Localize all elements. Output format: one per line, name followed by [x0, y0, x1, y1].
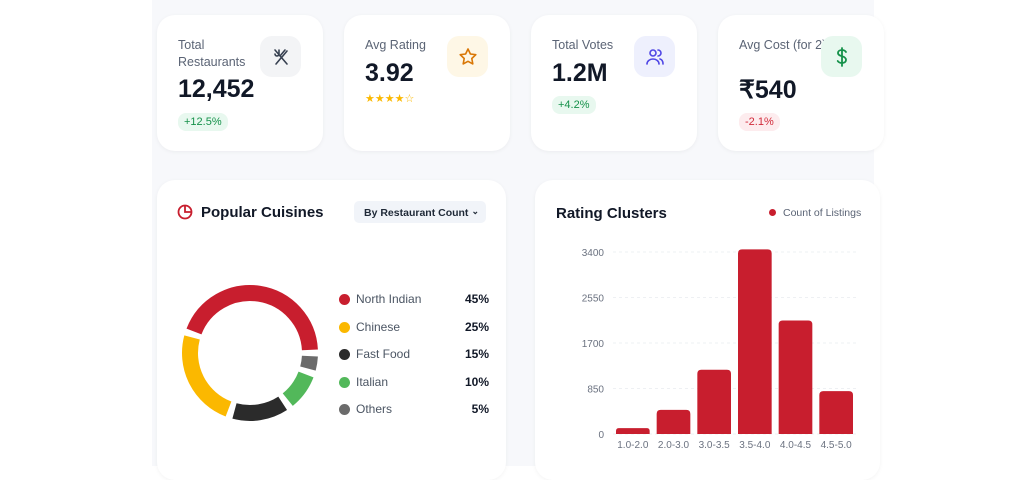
star-filled-icon: ★ [374, 93, 385, 105]
legend-name: North Indian [356, 292, 422, 306]
kpi-change-badge: -2.1% [739, 113, 780, 131]
kpi-label: Avg Cost (for 2) [739, 38, 827, 52]
pie-chart-icon [177, 204, 193, 220]
popular-cuisines-panel: Popular Cuisines By Restaurant Count ⌄ No… [157, 180, 506, 480]
kpi-change-badge: +4.2% [552, 96, 596, 114]
x-tick-label: 4.5-5.0 [821, 440, 853, 451]
legend-item: Fast Food 15% [339, 347, 489, 363]
x-tick-label: 4.0-4.5 [780, 440, 812, 451]
legend-name: Italian [356, 374, 389, 389]
utensils-crossed-icon [260, 36, 301, 77]
legend-percent: 45% [464, 292, 489, 306]
kpi-label: Total Restaurants [178, 38, 246, 69]
star-icon [447, 36, 488, 77]
x-tick-label: 2.0-3.0 [658, 440, 690, 451]
kpi-card: Avg Rating 3.92 ★★★★☆ [344, 15, 510, 151]
y-tick-label: 2550 [582, 294, 605, 305]
legend-item: Italian 10% [339, 375, 489, 391]
legend-item: Others 5% [339, 402, 489, 418]
kpi-label: Avg Rating [365, 38, 426, 52]
chart-legend: Count of Listings [769, 207, 861, 219]
cuisine-donut-chart [182, 285, 318, 421]
y-tick-label: 3400 [582, 248, 605, 259]
panel-title: Popular Cuisines [201, 204, 324, 221]
kpi-value: ₹540 [739, 76, 797, 104]
legend-label: Count of Listings [783, 207, 862, 219]
legend-dot [339, 321, 350, 333]
legend-name: Chinese [356, 319, 401, 334]
x-tick-label: 1.0-2.0 [617, 440, 649, 451]
donut-segment-north-indian[interactable] [186, 285, 318, 351]
legend-dot [769, 209, 776, 216]
dollar-icon [821, 36, 862, 77]
bar-3.5-4.0[interactable] [738, 249, 772, 434]
legend-percent: 25% [464, 319, 489, 334]
donut-segment-italian[interactable] [282, 371, 314, 406]
bar-2.0-3.0[interactable] [656, 409, 691, 434]
bar-4.0-4.5[interactable] [778, 320, 813, 434]
y-tick-label: 1700 [582, 339, 605, 350]
star-filled-icon: ★ [394, 93, 405, 105]
donut-segment-fast-food[interactable] [232, 396, 288, 421]
users-icon [634, 36, 675, 77]
bar-4.5-5.0[interactable] [819, 391, 853, 434]
y-tick-label: 850 [587, 385, 604, 396]
chevron-down-icon: ⌄ [471, 206, 479, 216]
chart-title: Rating Clusters [556, 205, 667, 222]
kpi-value: 3.92 [365, 59, 414, 87]
kpi-value: 12,452 [178, 75, 255, 103]
x-tick-label: 3.0-3.5 [699, 440, 731, 451]
bar-3.0-3.5[interactable] [697, 369, 731, 434]
legend-item: Chinese 25% [339, 320, 489, 336]
donut-segment-others[interactable] [300, 355, 318, 371]
donut-segment-chinese[interactable] [182, 335, 232, 417]
bar-1.0-2.0[interactable] [616, 428, 650, 434]
legend-name: Fast Food [356, 347, 411, 361]
star-empty-icon: ☆ [404, 93, 415, 105]
kpi-card: Avg Cost (for 2) ₹540 -2.1% [718, 15, 884, 151]
kpi-card: Total Restaurants 12,452 +12.5% [157, 15, 323, 151]
legend-dot [339, 376, 350, 388]
rating-clusters-panel: Rating Clusters Count of Listings 0 850 17… [535, 180, 880, 480]
legend-dot [339, 404, 350, 415]
dropdown-value: By Restaurant Count [364, 207, 469, 219]
legend-dot [339, 294, 350, 305]
legend-percent: 15% [464, 347, 489, 361]
kpi-card: Total Votes 1.2M +4.2% [531, 15, 697, 151]
x-tick-label: 3.5-4.0 [739, 440, 771, 451]
y-tick-label: 0 [598, 430, 604, 441]
star-rating: ★★★★☆ [365, 92, 414, 105]
legend-name: Others [356, 402, 393, 416]
legend-dot [339, 349, 350, 360]
kpi-change-badge: +12.5% [178, 113, 228, 131]
star-filled-icon: ★ [365, 93, 375, 105]
kpi-label: Total Votes [552, 38, 614, 52]
legend-item: North Indian 45% [339, 292, 489, 308]
kpi-value: 1.2M [552, 59, 608, 87]
rating-bar-chart: 0 850 1700 2550 3400 1.0-2.0 2.0-3.0 3.0-3.5 3.5… [582, 248, 857, 451]
legend-percent: 10% [464, 374, 489, 389]
metric-dropdown[interactable]: By Restaurant Count ⌄ [354, 201, 486, 223]
legend-percent: 5% [471, 402, 489, 416]
star-filled-icon: ★ [384, 93, 395, 105]
